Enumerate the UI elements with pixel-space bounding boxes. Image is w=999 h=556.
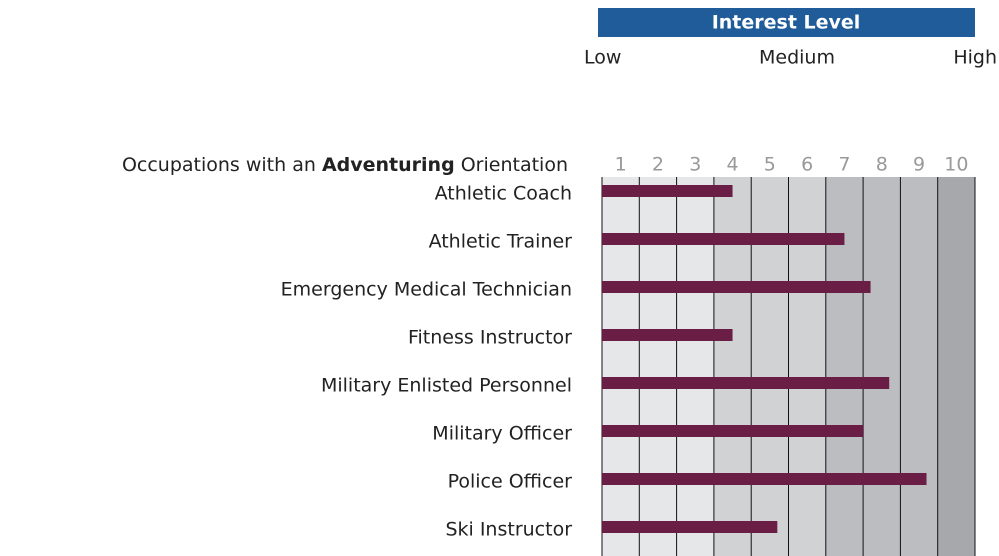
x-tick-label: 2 [652,154,664,176]
x-tick-label: 7 [838,154,850,176]
title-part: Occupations with an [122,154,322,176]
scale-label: High [953,47,997,69]
header: Interest Level [712,12,861,34]
band [900,177,938,556]
x-tick-label: 10 [944,154,968,176]
x-tick-label: 9 [913,154,925,176]
y-tick-label: Police Officer [448,471,573,493]
x-tick-label: 1 [615,154,627,176]
bar [602,233,845,245]
y-tick-label: Military Enlisted Personnel [321,375,572,397]
bar [602,329,733,341]
x-tick-label: 6 [801,154,813,176]
y-tick-label: Athletic Trainer [429,231,573,253]
header-box [598,8,975,37]
bar [602,521,778,533]
y-tick-label: Ski Instructor [445,519,572,541]
bar [602,473,927,485]
scale-label: Low [584,47,621,69]
scale-label: Medium [759,47,835,69]
y-tick-label: Military Officer [432,423,572,445]
y-tick-label: Emergency Medical Technician [281,279,572,301]
band [937,177,975,556]
chart-title: Occupations with an Adventuring Orientat… [122,154,568,176]
title-part: Orientation [455,154,568,176]
bar [602,425,864,437]
bar [602,185,733,197]
x-tick-label: 5 [764,154,776,176]
band [863,177,901,556]
y-tick-label: Athletic Coach [435,183,572,205]
title-part: Adventuring [322,154,455,176]
bar [602,377,890,389]
x-tick-label: 4 [727,154,739,176]
x-tick-label: 3 [689,154,701,176]
y-tick-label: Fitness Instructor [408,327,572,349]
bar [602,281,871,293]
x-tick-label: 8 [876,154,888,176]
